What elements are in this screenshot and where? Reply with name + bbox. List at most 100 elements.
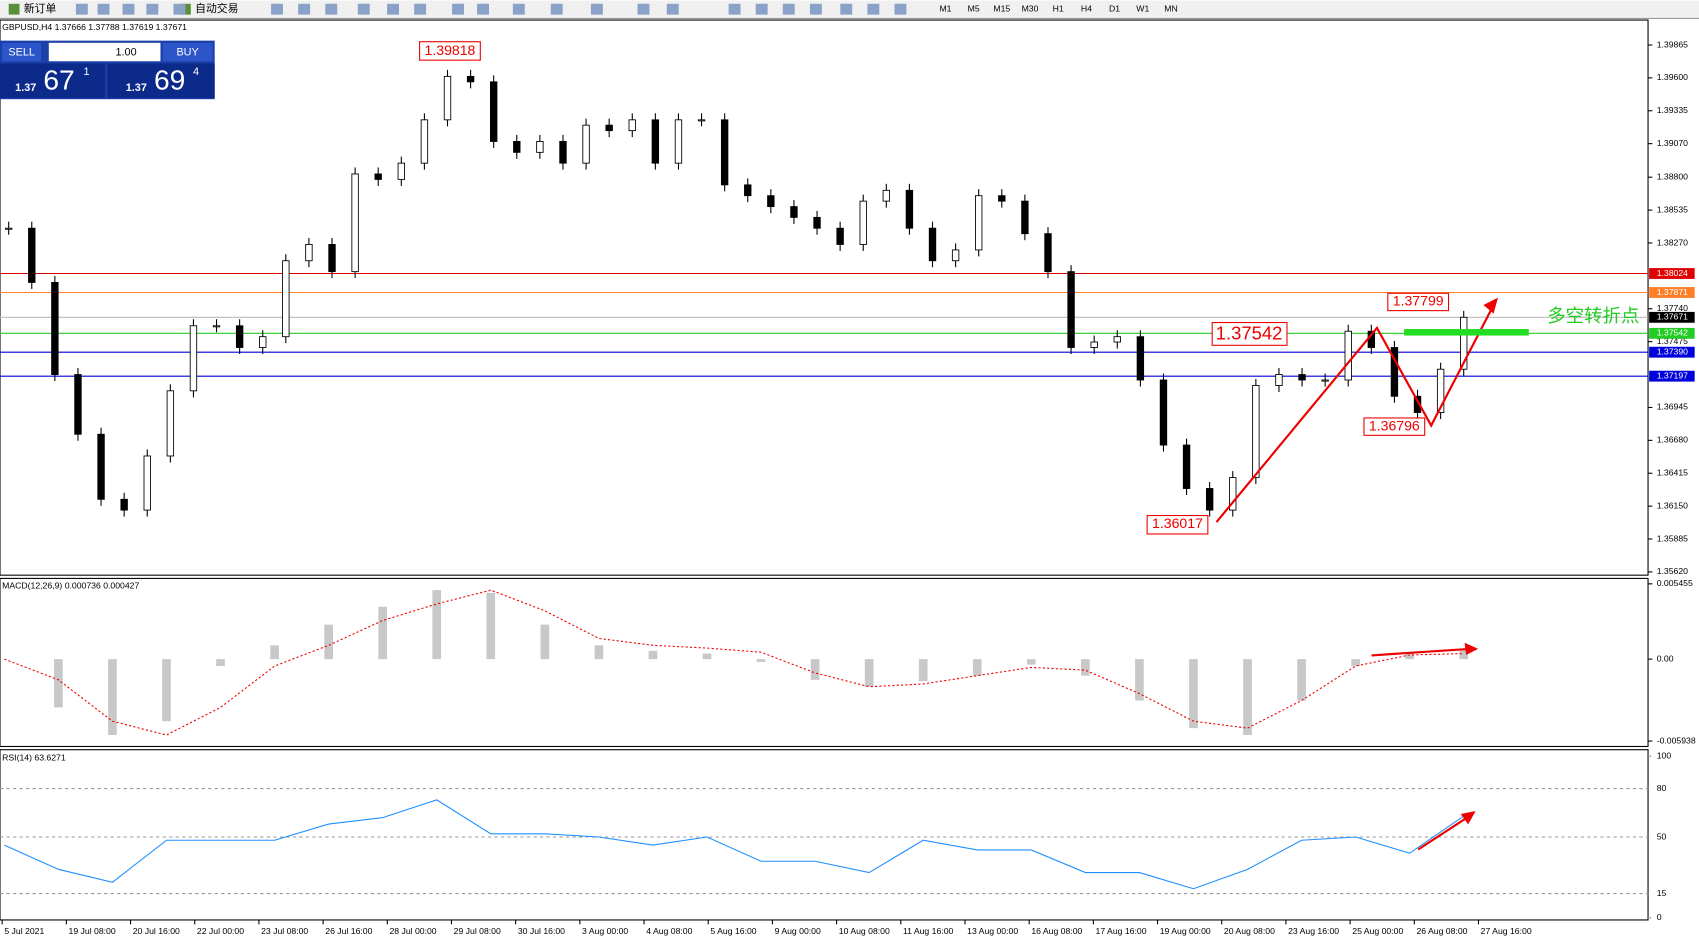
candle xyxy=(1182,444,1191,489)
time-label: 10 Aug 08:00 xyxy=(839,926,890,936)
lots-input[interactable] xyxy=(48,42,161,62)
toolbar-icon[interactable] xyxy=(357,3,370,15)
toolbar-icon[interactable] xyxy=(550,3,563,15)
arrow-path xyxy=(1215,303,1496,523)
macd-bar xyxy=(918,659,928,682)
candle xyxy=(397,162,405,180)
macd-tick-label: -0.005938 xyxy=(1657,735,1696,745)
time-label: 5 Jul 2021 xyxy=(4,926,44,936)
candle xyxy=(628,119,636,132)
macd-bar xyxy=(864,659,874,687)
toolbar-icon[interactable] xyxy=(666,3,679,15)
candle xyxy=(928,227,937,262)
candle xyxy=(998,195,1006,202)
candle xyxy=(1344,330,1352,381)
macd-bar xyxy=(810,659,820,680)
buy-label: BUY xyxy=(176,46,198,58)
toolbar-icon[interactable] xyxy=(637,3,650,15)
bid-box[interactable] xyxy=(0,63,106,99)
sell-label: SELL xyxy=(8,46,35,58)
macd-frame xyxy=(0,577,1649,748)
main-frame xyxy=(0,19,1649,576)
candle xyxy=(374,173,382,180)
toolbar-icon[interactable] xyxy=(809,3,822,15)
timeframe-button[interactable]: MN xyxy=(1164,3,1177,13)
macd-bar xyxy=(1405,653,1415,660)
toolbar-icon[interactable] xyxy=(840,3,853,15)
toolbar-icon[interactable] xyxy=(867,3,880,15)
toolbar-button[interactable]: 新订单 xyxy=(24,1,57,15)
candle xyxy=(328,244,336,273)
toolbar-icon[interactable] xyxy=(75,3,88,15)
toolbar-icon[interactable] xyxy=(146,3,159,15)
macd-bar xyxy=(594,645,604,660)
candle xyxy=(1229,477,1237,511)
timeframe-button[interactable]: M1 xyxy=(939,3,951,13)
time-label: 22 Jul 00:00 xyxy=(197,926,244,936)
buy-button[interactable] xyxy=(162,42,213,62)
toolbar-icon[interactable] xyxy=(452,3,465,15)
candle xyxy=(1413,395,1422,413)
macd-tick-label: 0.005455 xyxy=(1657,578,1693,588)
toolbar-icon[interactable] xyxy=(97,3,110,15)
timeframe-button[interactable]: W1 xyxy=(1136,3,1149,13)
timeframe-button[interactable]: M30 xyxy=(1022,3,1039,13)
timeframe-button[interactable]: M5 xyxy=(968,3,980,13)
time-label: 16 Aug 08:00 xyxy=(1031,926,1082,936)
price-tick-label: 1.37475 xyxy=(1657,336,1688,346)
toolbar-icon[interactable] xyxy=(590,3,603,15)
current-price-bg xyxy=(1649,311,1695,323)
time-label: 27 Aug 16:00 xyxy=(1481,926,1532,936)
time-label: 17 Aug 16:00 xyxy=(1096,926,1147,936)
macd-bar xyxy=(1026,659,1036,665)
lots-value: 1.00 xyxy=(116,46,137,58)
timeframe-button[interactable]: H4 xyxy=(1081,3,1092,13)
time-label: 11 Aug 16:00 xyxy=(903,926,954,936)
ask-box[interactable] xyxy=(107,63,215,99)
bid-fraction: 1 xyxy=(83,66,89,78)
toolbar-icon[interactable] xyxy=(755,3,768,15)
time-label: 23 Aug 16:00 xyxy=(1288,926,1339,936)
candle xyxy=(1321,379,1329,382)
toolbar-icon[interactable] xyxy=(782,3,795,15)
timeframe-button[interactable]: D1 xyxy=(1109,3,1120,13)
toolbar-icon[interactable] xyxy=(173,3,186,15)
toolbar-icon[interactable] xyxy=(271,3,283,15)
candle xyxy=(143,455,151,511)
timeframe-button[interactable]: M15 xyxy=(993,3,1010,13)
candle xyxy=(905,189,914,229)
toolbar-icon[interactable] xyxy=(387,3,399,15)
candle xyxy=(1390,347,1399,397)
time-label: 20 Jul 16:00 xyxy=(133,926,180,936)
level-label: 1.37542 xyxy=(1657,328,1688,338)
toolbar-icon[interactable] xyxy=(477,3,489,15)
candle xyxy=(235,325,244,348)
toolbar-icon[interactable] xyxy=(298,3,311,15)
time-label: 5 Aug 16:00 xyxy=(710,926,756,936)
level-label: 1.37390 xyxy=(1657,347,1688,357)
macd-arrow xyxy=(1371,647,1470,657)
candle xyxy=(767,195,775,208)
macd-bar xyxy=(54,659,63,708)
candle xyxy=(536,140,544,153)
toolbar-icon[interactable] xyxy=(728,3,741,15)
toolbar-icon[interactable] xyxy=(325,3,338,15)
price-tick-label: 1.39600 xyxy=(1657,72,1688,82)
toolbar-icon[interactable] xyxy=(414,3,427,15)
candle xyxy=(697,119,706,122)
candle xyxy=(1205,488,1214,511)
toolbar-icon[interactable] xyxy=(894,3,907,15)
annotation: 1.37542 xyxy=(1216,322,1283,343)
annotation-box xyxy=(1363,417,1426,436)
candle xyxy=(720,119,729,186)
toolbar-icon[interactable] xyxy=(122,3,135,15)
toolbar-icon[interactable] xyxy=(512,3,525,15)
price-tick-label: 1.39335 xyxy=(1657,105,1688,115)
timeframe-button[interactable]: H1 xyxy=(1053,3,1064,13)
toolbar-button[interactable]: 自动交易 xyxy=(195,1,238,15)
macd-bar xyxy=(1135,659,1144,701)
candle xyxy=(882,189,891,202)
sell-button[interactable] xyxy=(2,42,42,62)
candle xyxy=(1044,233,1052,273)
